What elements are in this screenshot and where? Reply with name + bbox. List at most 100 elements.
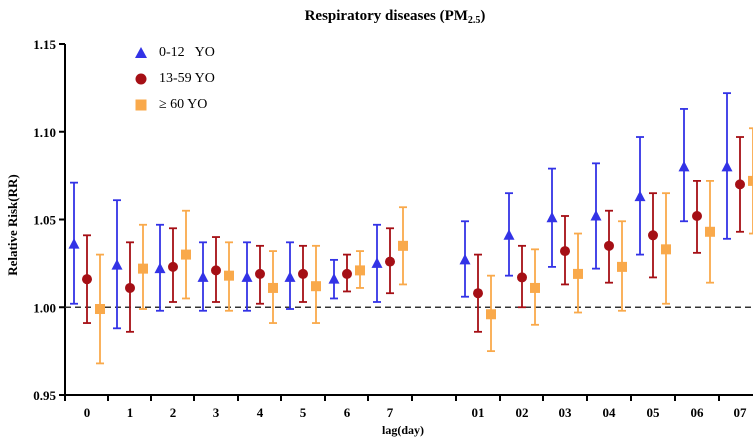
axes: 0.951.001.051.101.150 1 2 3 4 5 6 7 01 02 03 04 05 06…	[33, 37, 753, 420]
data-point-group	[311, 244, 321, 324]
data-point-circle	[560, 246, 570, 257]
data-point-group	[573, 232, 583, 314]
data-point-square	[224, 270, 234, 281]
data-point-group	[355, 250, 365, 289]
data-point-group	[692, 179, 702, 254]
circle-marker-icon	[135, 73, 147, 85]
y-tick-label: 1.05	[33, 213, 56, 228]
data-point-group	[342, 253, 352, 293]
data-point-square	[398, 240, 408, 251]
chart-title-main: Respiratory diseases (PM	[304, 8, 468, 24]
data-point-group	[82, 234, 92, 324]
data-point-square	[355, 265, 365, 276]
data-point-group	[371, 223, 383, 303]
x-tick-label: 6	[344, 405, 351, 420]
data-point-circle	[298, 268, 308, 279]
data-point-group	[678, 108, 690, 223]
data-point-square	[617, 261, 627, 272]
data-point-square	[530, 282, 540, 293]
data-point-square	[705, 226, 715, 237]
data-point-triangle	[284, 271, 296, 282]
data-point-group	[517, 244, 527, 309]
data-point-group	[181, 209, 191, 300]
data-point-square	[486, 309, 496, 320]
data-point-group	[385, 227, 395, 295]
x-tick-label: 06	[691, 405, 705, 420]
data-point-square	[573, 268, 583, 279]
data-point-group	[661, 192, 671, 305]
data-point-group	[721, 92, 733, 240]
data-point-circle	[168, 261, 178, 272]
data-point-circle	[692, 210, 702, 221]
legend-item-60-plus: ≥ 60 YO	[132, 96, 272, 116]
x-tick-label: 4	[257, 405, 264, 420]
x-tick-label: 02	[516, 405, 529, 420]
data-point-group	[748, 127, 753, 235]
data-point-group	[473, 253, 483, 333]
data-point-group	[298, 244, 308, 303]
y-tick-label: 1.00	[33, 300, 56, 315]
data-point-circle	[211, 265, 221, 276]
data-point-triangle	[328, 273, 340, 284]
data-point-group	[560, 215, 570, 286]
data-point-circle	[82, 274, 92, 285]
x-tick-label: 05	[647, 405, 661, 420]
data-point-group	[398, 206, 408, 286]
data-point-triangle	[721, 160, 733, 172]
y-tick-label: 1.15	[33, 37, 56, 52]
data-point-group	[111, 199, 123, 330]
data-point-square	[661, 244, 671, 255]
data-point-group	[68, 181, 80, 305]
data-point-triangle	[459, 253, 471, 265]
data-point-group	[95, 253, 105, 365]
data-point-triangle	[371, 257, 383, 268]
chart-title-close: )	[480, 8, 486, 24]
data-point-group	[648, 192, 658, 279]
data-point-triangle	[546, 211, 558, 223]
x-tick-label: 04	[603, 405, 617, 420]
data-point-triangle	[111, 259, 123, 270]
x-axis-label: lag(day)	[382, 423, 424, 437]
data-point-triangle	[503, 229, 515, 240]
data-point-circle	[473, 288, 483, 299]
y-tick-label: 1.10	[33, 125, 56, 140]
data-point-square	[311, 281, 321, 292]
chart-title: Respiratory diseases (PM2.5)	[230, 8, 560, 26]
data-point-group	[255, 244, 265, 305]
data-point-group	[154, 223, 166, 312]
legend-label-13-59: 13-59 YO	[159, 71, 215, 86]
data-point-triangle	[154, 262, 166, 274]
data-point-group	[211, 236, 221, 303]
data-point-group	[125, 241, 135, 333]
data-point-group	[268, 250, 278, 324]
data-point-circle	[255, 268, 265, 279]
data-point-square	[138, 263, 148, 274]
x-tick-label: 3	[213, 405, 220, 420]
data-point-triangle	[634, 190, 646, 202]
data-point-triangle	[68, 238, 80, 249]
legend-label-0-12: 0-12 YO	[159, 45, 215, 60]
x-tick-label: 07	[734, 405, 748, 420]
x-tick-label: 5	[300, 405, 307, 420]
data-point-group	[224, 241, 234, 312]
data-point-group	[530, 248, 540, 326]
data-point-group	[590, 162, 602, 270]
data-point-group	[604, 209, 614, 284]
data-point-square	[181, 249, 191, 260]
data-point-group	[197, 241, 209, 312]
data-marks	[68, 92, 753, 365]
legend-item-0-12: 0-12 YO	[132, 44, 272, 64]
data-point-square	[268, 282, 278, 293]
y-tick-label: 0.95	[33, 388, 56, 403]
x-tick-label: 7	[387, 405, 394, 420]
data-point-triangle	[197, 271, 209, 282]
data-point-square	[748, 175, 753, 186]
data-point-group	[705, 179, 715, 284]
data-point-circle	[735, 179, 745, 190]
data-point-square	[95, 304, 105, 315]
data-point-group	[284, 241, 296, 310]
data-point-triangle	[590, 209, 602, 221]
x-tick-label: 03	[559, 405, 573, 420]
data-point-circle	[517, 272, 527, 283]
